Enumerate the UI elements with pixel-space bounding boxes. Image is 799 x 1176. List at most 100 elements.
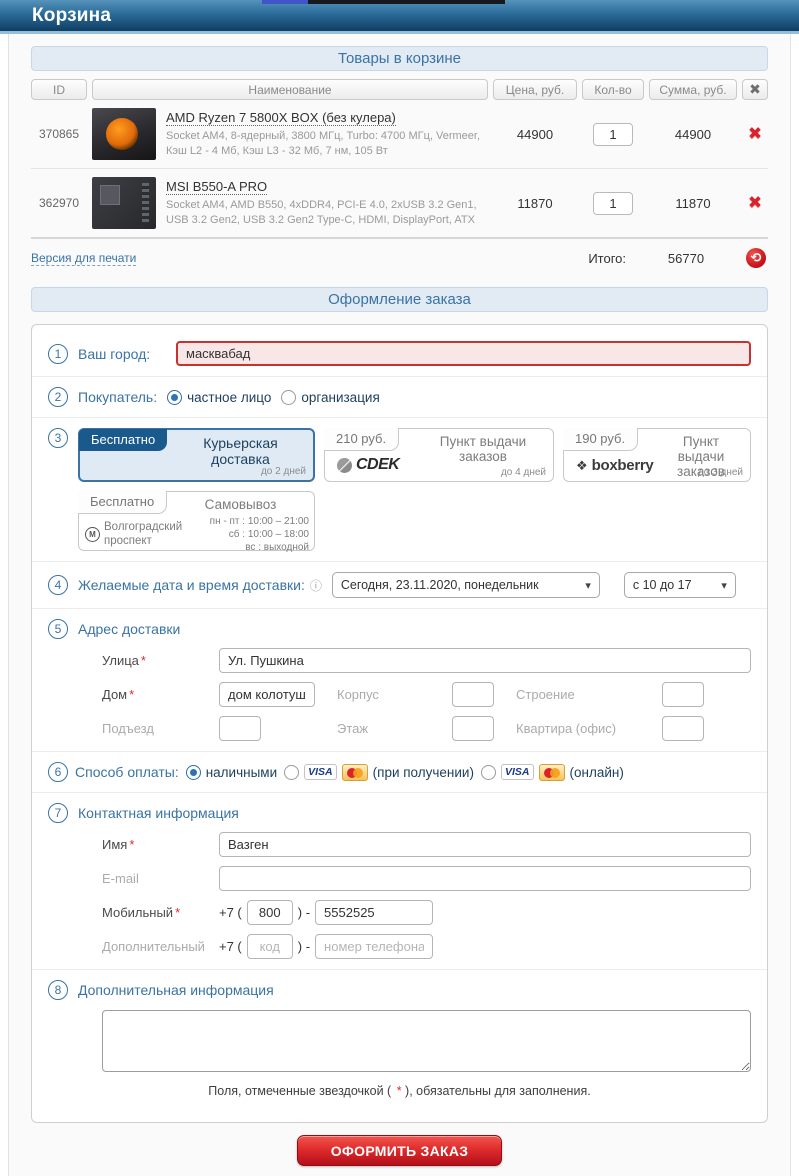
pickup-schedule: пн - пт : 10:00 – 21:00 сб : 10:00 – 18:… bbox=[209, 516, 309, 553]
street-input[interactable] bbox=[219, 648, 751, 673]
column-qty: Кол-во bbox=[582, 79, 644, 100]
clear-cart-icon[interactable]: ✖ bbox=[742, 79, 768, 100]
time-select-value: с 10 до 17 bbox=[632, 578, 692, 592]
cdek-logo-icon bbox=[337, 457, 352, 473]
payment-cash-label: наличными bbox=[205, 764, 278, 780]
datetime-label: Желаемые дата и время доставки: bbox=[78, 577, 305, 593]
delivery-card-boxberry[interactable]: 190 руб. Пункт выдачи заказов ❖ boxberry… bbox=[563, 428, 751, 482]
payment-label: Способ оплаты: bbox=[75, 764, 179, 780]
cart-row: 370865 AMD Ryzen 7 5800X BOX (без кулера… bbox=[31, 100, 768, 169]
cart-section-header: Товары в корзине bbox=[31, 46, 768, 71]
house-input[interactable] bbox=[219, 682, 315, 707]
payment-option-card-online[interactable]: VISA (онлайн) bbox=[480, 763, 624, 781]
cart-table-header: ID Наименование Цена, руб. Кол-во Сумма,… bbox=[31, 79, 768, 100]
pickup-details: М Волгоградский проспект пн - пт : 10:00… bbox=[85, 515, 309, 554]
radio-cash[interactable] bbox=[185, 764, 201, 780]
order-section-header: Оформление заказа bbox=[31, 287, 768, 312]
phone-separator: ) - bbox=[297, 905, 311, 920]
buyer-label: Покупатель: bbox=[78, 389, 158, 405]
courier-title: Курьерская доставка bbox=[203, 435, 278, 467]
buyer-option-org-label: организация bbox=[301, 389, 380, 405]
required-mark: * bbox=[175, 905, 181, 920]
cart-section-title: Товары в корзине bbox=[337, 50, 462, 67]
step-number: 5 bbox=[48, 619, 68, 639]
name-label: Имя * bbox=[102, 837, 135, 852]
kvartira-input[interactable] bbox=[662, 716, 704, 741]
podezd-label: Подъезд bbox=[102, 721, 154, 736]
buyer-option-private-label: частное лицо bbox=[187, 389, 272, 405]
date-select[interactable]: Сегодня, 23.11.2020, понедельник ▾ bbox=[331, 572, 600, 598]
mobile-code-input[interactable] bbox=[246, 900, 293, 925]
extra-code-input[interactable] bbox=[246, 934, 293, 959]
step-city: 1 Ваш город: bbox=[32, 331, 767, 376]
step-number: 7 bbox=[48, 803, 68, 823]
product-title-link[interactable]: AMD Ryzen 7 5800X BOX (без кулера) bbox=[166, 109, 396, 126]
date-select-value: Сегодня, 23.11.2020, понедельник bbox=[340, 578, 539, 592]
info-icon: ⓘ bbox=[309, 578, 322, 593]
payment-option-cash[interactable]: наличными bbox=[185, 764, 278, 780]
korpus-input[interactable] bbox=[452, 682, 494, 707]
boxberry-title: Пункт выдачи заказов bbox=[677, 434, 725, 479]
payment-online-label: (онлайн) bbox=[569, 764, 624, 780]
qty-input[interactable] bbox=[593, 191, 633, 215]
radio-private-person[interactable] bbox=[167, 389, 183, 405]
pickup-price-badge: Бесплатно bbox=[78, 491, 168, 514]
step-contact: 7 Контактная информация Имя* E-mail Моби… bbox=[32, 792, 767, 969]
product-description: Socket AM4, 8-ядерный, 3800 МГц, Turbo: … bbox=[166, 129, 481, 157]
radio-card-online[interactable] bbox=[480, 764, 496, 780]
step-buyer: 2 Покупатель: частное лицо организация bbox=[32, 376, 767, 417]
name-input[interactable] bbox=[219, 832, 751, 857]
city-input[interactable] bbox=[176, 341, 751, 366]
qty-input[interactable] bbox=[593, 122, 633, 146]
podezd-input[interactable] bbox=[219, 716, 261, 741]
buyer-option-private[interactable]: частное лицо bbox=[167, 389, 272, 405]
product-image-motherboard[interactable] bbox=[92, 177, 156, 229]
delivery-card-pickup[interactable]: Бесплатно Самовывоз М Волгоградский прос… bbox=[78, 491, 315, 554]
submit-order-button[interactable]: ОФОРМИТЬ ЗАКАЗ bbox=[297, 1135, 502, 1166]
visa-icon: VISA bbox=[500, 764, 534, 780]
delivery-card-courier[interactable]: Бесплатно Курьерская доставка до 2 дней bbox=[78, 428, 315, 482]
delete-item-icon[interactable]: ✖ bbox=[747, 193, 763, 212]
courier-price-badge: Бесплатно bbox=[79, 429, 168, 451]
step-delivery: 3 Бесплатно Курьерская доставка до 2 дне… bbox=[32, 417, 767, 561]
email-input[interactable] bbox=[219, 866, 751, 891]
phone-separator: ) - bbox=[297, 939, 311, 954]
courier-eta: до 2 дней bbox=[260, 466, 306, 477]
item-id: 362970 bbox=[38, 196, 80, 210]
extra-number-input[interactable] bbox=[315, 934, 434, 959]
city-label: Ваш город: bbox=[78, 345, 151, 362]
step-number: 6 bbox=[48, 762, 68, 782]
time-select[interactable]: с 10 до 17 ▾ bbox=[623, 572, 736, 598]
delete-item-icon[interactable]: ✖ bbox=[747, 124, 763, 143]
delivery-card-cdek[interactable]: 210 руб. Пункт выдачи заказов CDEK до 4 … bbox=[324, 428, 554, 482]
mobile-number-input[interactable] bbox=[315, 900, 434, 925]
print-version-link[interactable]: Версия для печати bbox=[31, 250, 137, 266]
etazh-input[interactable] bbox=[452, 716, 494, 741]
order-form: 1 Ваш город: 2 Покупатель: частное лицо … bbox=[31, 324, 768, 1123]
recalculate-icon[interactable]: ⟲ bbox=[746, 248, 766, 268]
column-name: Наименование bbox=[92, 79, 488, 100]
item-sum: 44900 bbox=[674, 126, 712, 142]
stroenie-input[interactable] bbox=[662, 682, 704, 707]
kvartira-label: Квартира (офис) bbox=[516, 721, 617, 736]
product-image-cpu[interactable] bbox=[92, 108, 156, 160]
browser-artifact-dark bbox=[308, 0, 505, 4]
metro-icon: М bbox=[85, 527, 100, 542]
radio-organization[interactable] bbox=[281, 389, 297, 405]
radio-card-on-receipt[interactable] bbox=[284, 764, 300, 780]
mobile-label: Мобильный * bbox=[102, 905, 181, 920]
required-fields-note: Поля, отмеченные звездочкой ( * ), обяза… bbox=[208, 1084, 591, 1098]
content: Товары в корзине ID Наименование Цена, р… bbox=[8, 34, 791, 1176]
boxberry-eta: до 3 дней bbox=[697, 467, 743, 478]
boxberry-logo-icon: ❖ bbox=[576, 457, 588, 473]
required-mark: * bbox=[129, 687, 135, 702]
product-title-link[interactable]: MSI B550-A PRO bbox=[166, 178, 268, 195]
chevron-down-icon: ▾ bbox=[721, 579, 727, 592]
product-text: MSI B550-A PRO Socket AM4, AMD B550, 4xD… bbox=[166, 179, 484, 228]
payment-option-card-receipt[interactable]: VISA (при получении) bbox=[284, 763, 474, 781]
extra-info-textarea[interactable] bbox=[102, 1010, 751, 1072]
buyer-option-org[interactable]: организация bbox=[281, 389, 380, 405]
contact-label: Контактная информация bbox=[78, 805, 239, 821]
korpus-label: Корпус bbox=[337, 687, 379, 702]
phone-prefix: +7 ( bbox=[219, 939, 242, 954]
